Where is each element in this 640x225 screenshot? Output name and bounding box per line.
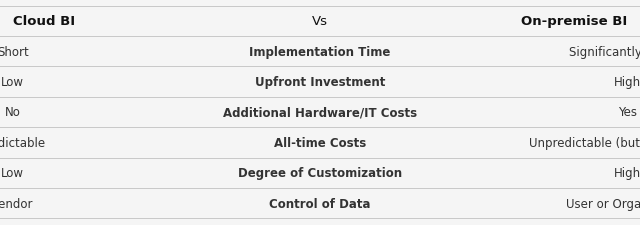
Text: Significantly Longer: Significantly Longer [568,46,640,58]
Text: Yes: Yes [618,106,637,119]
Text: User or Organization: User or Organization [566,197,640,210]
Text: Additional Hardware/IT Costs: Additional Hardware/IT Costs [223,106,417,119]
Text: Degree of Customization: Degree of Customization [238,166,402,179]
Text: High: High [614,166,640,179]
Text: Upfront Investment: Upfront Investment [255,76,385,89]
Text: All-time Costs: All-time Costs [274,136,366,149]
Text: Vs: Vs [312,15,328,28]
Text: High: High [614,76,640,89]
Text: Vendor: Vendor [0,197,33,210]
Text: No: No [5,106,20,119]
Text: Unpredictable (but maybe lower): Unpredictable (but maybe lower) [529,136,640,149]
Text: On-premise BI: On-premise BI [521,15,627,28]
Text: Low: Low [1,76,24,89]
Text: Implementation Time: Implementation Time [250,46,390,58]
Text: Predictable: Predictable [0,136,46,149]
Text: Short: Short [0,46,29,58]
Text: Low: Low [1,166,24,179]
Text: Control of Data: Control of Data [269,197,371,210]
Text: Cloud BI: Cloud BI [13,15,75,28]
